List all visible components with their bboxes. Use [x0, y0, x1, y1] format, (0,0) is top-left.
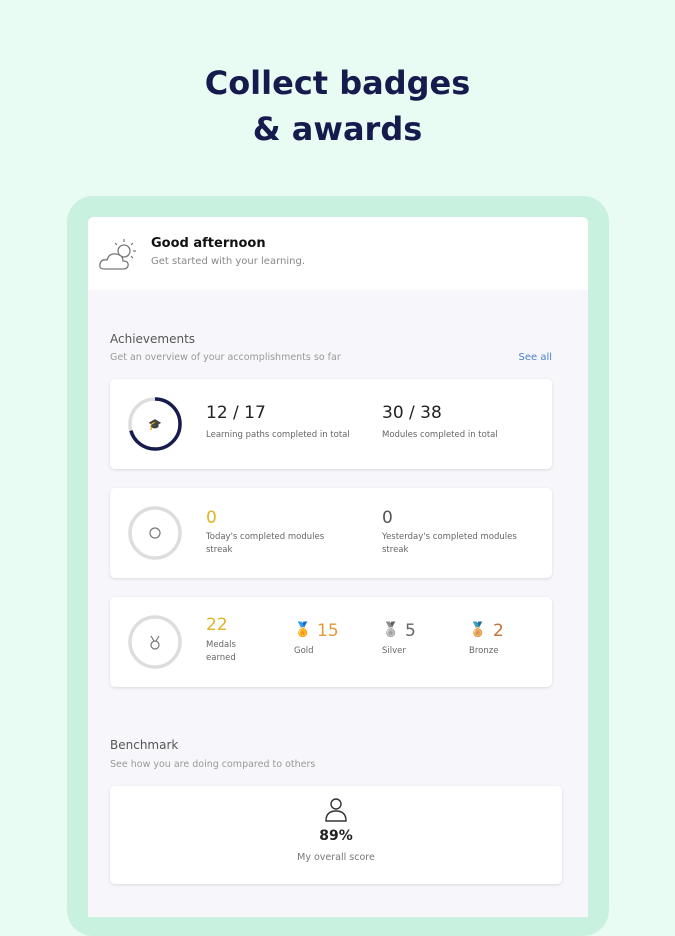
- greeting-title: Good afternoon: [151, 236, 266, 251]
- graduation-cap-icon: 🎓: [148, 418, 162, 431]
- app-screen: Good afternoon Get started with your lea…: [88, 217, 588, 917]
- stopwatch-icon: [149, 527, 161, 539]
- user-icon: [325, 798, 347, 822]
- greeting-subtitle: Get started with your learning.: [151, 256, 306, 267]
- overall-score-label: My overall score: [297, 852, 375, 863]
- paths-value: 12 / 17: [206, 403, 266, 423]
- silver-medal-icon: 🏅: [382, 622, 400, 638]
- headline-line-2: & awards: [252, 110, 423, 148]
- medals-ring: [128, 615, 182, 669]
- modules-label: Modules completed in total: [382, 430, 498, 440]
- benchmark-subtitle: See how you are doing compared to others: [110, 759, 316, 770]
- medals-card[interactable]: 22 Medals earned 🏅 15 Gold 🏅 5 Silver 🏅 …: [110, 597, 552, 687]
- yesterday-streak-label: Yesterday's completed modules streak: [382, 532, 517, 555]
- streak-ring: [128, 506, 182, 560]
- paths-progress-ring: 🎓: [128, 397, 182, 451]
- benchmark-title: Benchmark: [110, 738, 179, 752]
- gold-medal-icon: 🏅: [294, 622, 312, 638]
- medals-total: 22: [206, 615, 228, 635]
- greeting-header: Good afternoon Get started with your lea…: [88, 217, 588, 290]
- weather-cloud-sun-icon: [99, 239, 136, 270]
- today-streak-label: Today's completed modules streak: [206, 532, 325, 555]
- silver-count: 5: [405, 621, 416, 641]
- medal-icon: [150, 640, 160, 650]
- achievements-title: Achievements: [110, 332, 196, 346]
- medals-label: Medals earned: [206, 640, 236, 663]
- see-all-link[interactable]: See all: [518, 352, 552, 363]
- paths-label: Learning paths completed in total: [206, 430, 350, 440]
- silver-label: Silver: [382, 646, 406, 656]
- gold-count: 15: [317, 621, 339, 641]
- bronze-medal-icon: 🏅: [469, 622, 487, 638]
- modules-value: 30 / 38: [382, 403, 442, 423]
- overall-score: 89%: [319, 828, 353, 844]
- bronze-count: 2: [493, 621, 504, 641]
- benchmark-card[interactable]: 89% My overall score: [110, 786, 562, 884]
- today-streak-value: 0: [206, 508, 217, 528]
- headline: Collect badges & awards: [0, 60, 675, 152]
- yesterday-streak-value: 0: [382, 508, 393, 528]
- progress-arc: [128, 397, 182, 451]
- gold-label: Gold: [294, 646, 314, 656]
- completion-card[interactable]: 🎓 12 / 17 Learning paths completed in to…: [110, 379, 552, 469]
- headline-line-1: Collect badges: [204, 64, 471, 102]
- achievements-subtitle: Get an overview of your accomplishments …: [110, 352, 341, 363]
- streak-card[interactable]: 0 Today's completed modules streak 0 Yes…: [110, 488, 552, 578]
- bronze-label: Bronze: [469, 646, 499, 656]
